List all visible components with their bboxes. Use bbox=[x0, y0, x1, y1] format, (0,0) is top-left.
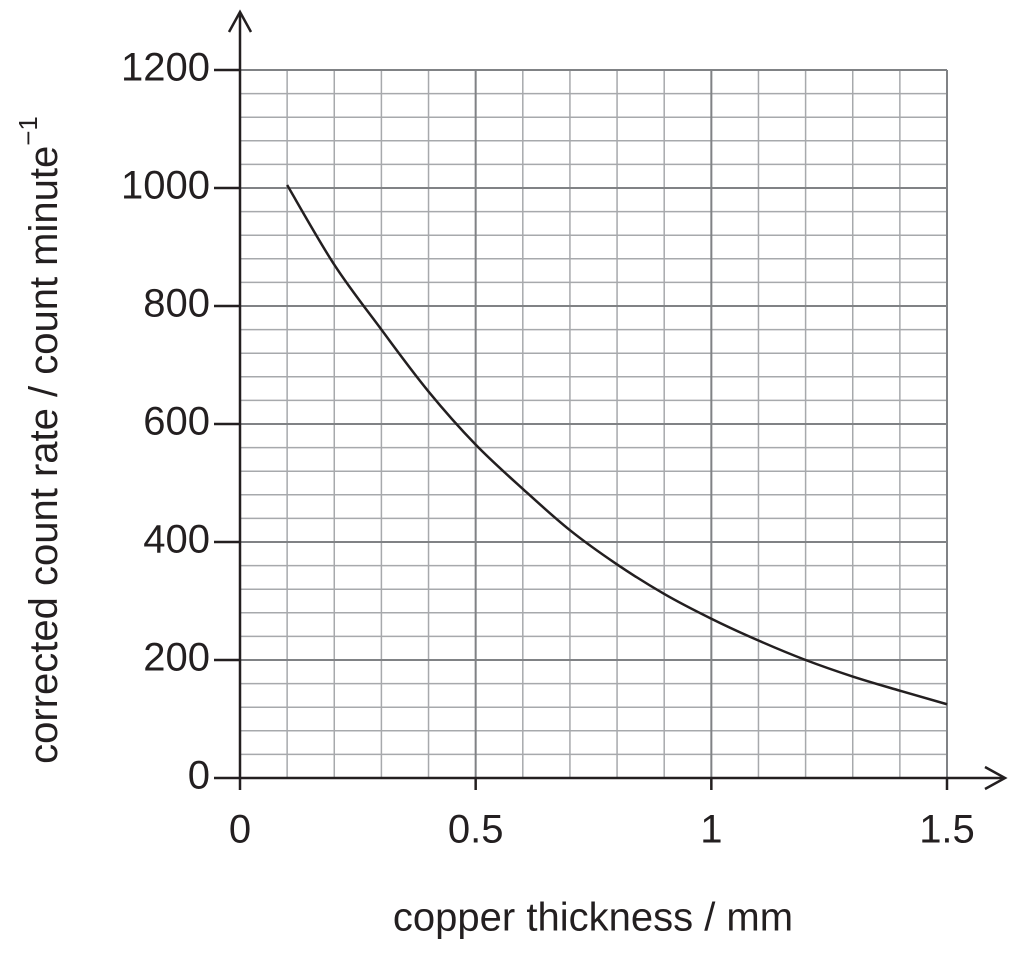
axes bbox=[227, 9, 1008, 791]
y-tick-label: 1200 bbox=[121, 46, 210, 90]
y-tick-label: 1000 bbox=[121, 164, 210, 208]
y-axis-label-superscript: −1 bbox=[13, 116, 43, 146]
y-tick-label: 0 bbox=[188, 754, 210, 798]
x-tick-label: 1.5 bbox=[919, 808, 975, 852]
x-axis-arrow bbox=[984, 765, 1008, 791]
x-axis-label: copper thickness / mm bbox=[393, 896, 793, 940]
x-tick-label: 1 bbox=[700, 808, 722, 852]
grid bbox=[239, 69, 948, 779]
y-tick-label: 400 bbox=[143, 518, 210, 562]
y-tick-label: 800 bbox=[143, 282, 210, 326]
y-tick-label: 600 bbox=[143, 400, 210, 444]
y-axis-arrow bbox=[227, 9, 253, 33]
y-axis-label: corrected count rate / count minute−1 bbox=[13, 116, 66, 764]
y-tick-label: 200 bbox=[143, 636, 210, 680]
curve bbox=[286, 184, 948, 706]
x-tick-label: 0 bbox=[229, 808, 251, 852]
x-tick-label: 0.5 bbox=[448, 808, 504, 852]
y-axis-label-main: corrected count rate / count minute bbox=[22, 146, 66, 764]
